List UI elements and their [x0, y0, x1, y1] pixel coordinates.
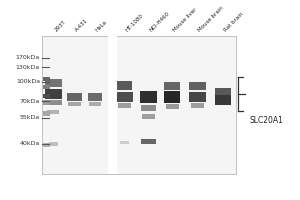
Text: SLC20A1: SLC20A1 [250, 116, 284, 125]
Text: 100kDa: 100kDa [16, 79, 40, 84]
Bar [189, 92, 206, 102]
Bar [118, 103, 131, 108]
Text: 70kDa: 70kDa [20, 99, 40, 104]
Bar [141, 105, 156, 111]
Bar [43, 143, 50, 147]
Text: Mouse liver: Mouse liver [172, 7, 198, 32]
Bar [45, 79, 62, 87]
Bar [117, 81, 132, 90]
Bar [45, 89, 62, 99]
Bar [45, 100, 62, 105]
Text: 55kDa: 55kDa [20, 115, 40, 120]
Text: 293T: 293T [53, 19, 67, 32]
Text: A-431: A-431 [74, 17, 89, 32]
Bar [108, 36, 117, 174]
Bar [141, 139, 156, 144]
Bar [214, 95, 231, 105]
Bar [43, 94, 50, 98]
Bar [120, 141, 129, 144]
Bar [191, 103, 204, 108]
Text: HT-1080: HT-1080 [125, 13, 144, 32]
Bar [43, 111, 50, 116]
Bar [67, 93, 82, 101]
Text: NCI-H460: NCI-H460 [148, 10, 170, 32]
Bar [43, 85, 50, 89]
Bar [166, 104, 179, 109]
Bar [164, 82, 181, 90]
Text: Mouse brain: Mouse brain [198, 5, 225, 32]
Bar [41, 36, 236, 174]
Text: 170kDa: 170kDa [16, 55, 40, 60]
Text: 130kDa: 130kDa [16, 65, 40, 70]
Bar [88, 93, 102, 101]
Bar [214, 88, 231, 95]
Bar [43, 100, 50, 105]
Text: 40kDa: 40kDa [20, 141, 40, 146]
Bar [140, 91, 157, 103]
Bar [68, 102, 81, 106]
Bar [43, 77, 50, 81]
Bar [89, 102, 101, 106]
Text: Rat brain: Rat brain [223, 11, 244, 32]
Text: HeLa: HeLa [95, 19, 108, 32]
Bar [117, 92, 133, 102]
Bar [164, 91, 181, 103]
Bar [142, 114, 155, 119]
Bar [189, 82, 206, 90]
Bar [49, 142, 58, 146]
Bar [47, 110, 59, 114]
